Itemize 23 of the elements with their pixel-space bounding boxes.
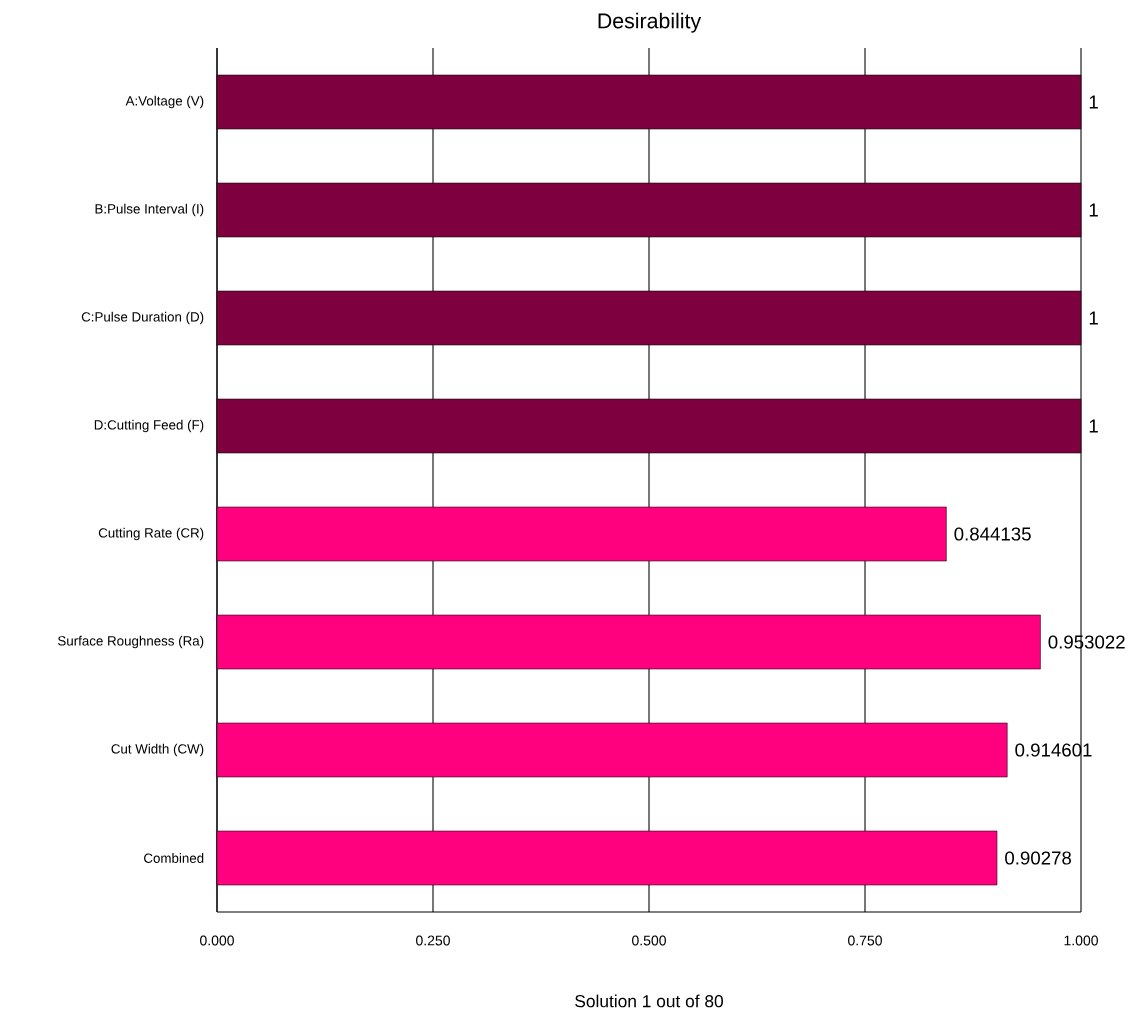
y-tick-label: D:Cutting Feed (F) <box>94 419 204 433</box>
data-label: 1 <box>1089 95 1098 109</box>
y-tick-label: Combined <box>144 853 204 863</box>
data-label: 0.914601 <box>1015 743 1092 757</box>
y-tick-label: Cutting Rate (CR) <box>98 527 204 541</box>
x-tick-label: 0.500 <box>632 935 666 946</box>
x-axis-title: Solution 1 out of 80 <box>575 994 723 1008</box>
x-tick-label: 0.250 <box>416 935 450 946</box>
data-label: 1 <box>1089 311 1098 325</box>
data-label: 0.844135 <box>954 527 1031 541</box>
chart-title: Desirability <box>598 12 702 33</box>
data-label: 0.953022 <box>1048 635 1125 649</box>
y-tick-label: B:Pulse Interval (I) <box>95 203 204 217</box>
x-tick-label: 0.750 <box>848 935 882 946</box>
y-tick-label: Surface Roughness (Ra) <box>58 635 204 649</box>
y-tick-label: A:Voltage (V) <box>125 95 204 109</box>
data-label: 0.90278 <box>1005 851 1072 865</box>
x-tick-label: 0.000 <box>200 935 234 946</box>
data-label: 1 <box>1089 203 1098 217</box>
data-label: 1 <box>1089 419 1098 433</box>
y-tick-label: Cut Width (CW) <box>111 743 204 757</box>
y-tick-label: C:Pulse Duration (D) <box>81 311 204 325</box>
x-tick-label: 1.000 <box>1064 935 1098 946</box>
